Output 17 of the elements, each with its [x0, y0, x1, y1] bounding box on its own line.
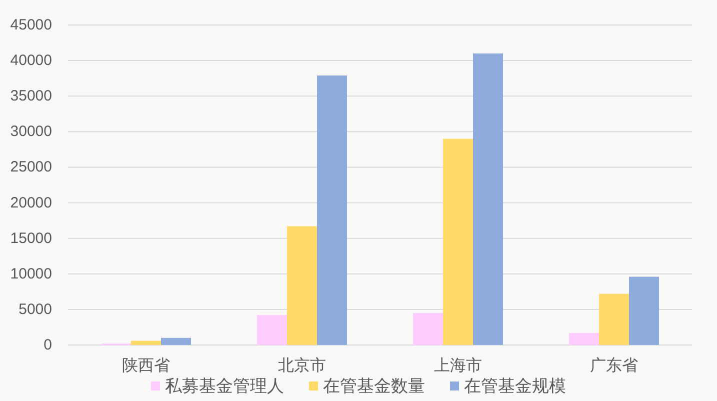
y-tick-label: 0	[44, 336, 52, 354]
y-tick-label: 15000	[10, 230, 52, 247]
y-tick-label: 5000	[18, 300, 52, 318]
y-tick-label: 30000	[10, 123, 52, 140]
y-tick-label: 10000	[10, 265, 52, 282]
x-tick-label: 上海市	[434, 358, 482, 374]
legend-label: 在管基金规模	[464, 376, 566, 396]
y-tick-label: 20000	[10, 194, 52, 212]
legend-label: 在管基金数量	[323, 376, 425, 396]
y-tick-label: 25000	[10, 158, 52, 176]
y-tick-label: 40000	[10, 52, 52, 70]
x-tick-label: 北京市	[278, 358, 326, 374]
y-tick-label: 35000	[10, 88, 52, 105]
x-tick-label: 广东省	[590, 358, 638, 374]
legend-label: 私募基金管理人	[165, 376, 284, 396]
x-tick-label: 陕西省	[122, 358, 170, 374]
y-tick-label: 45000	[10, 16, 52, 34]
